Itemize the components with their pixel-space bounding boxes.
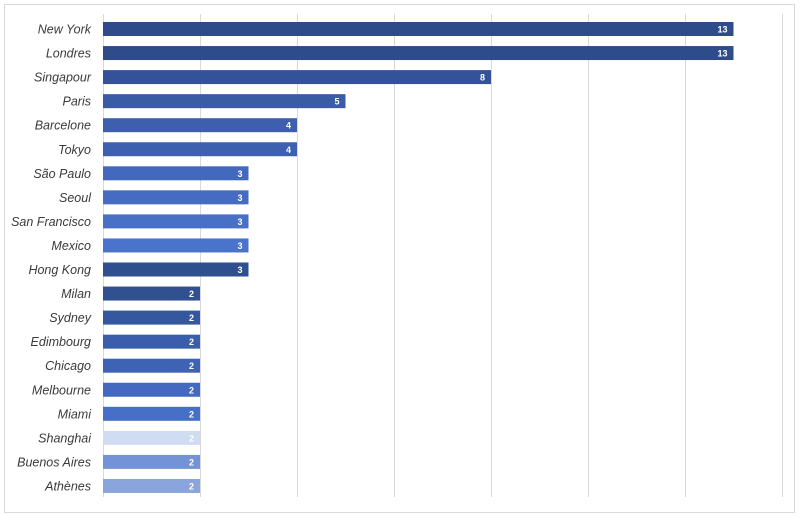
category-label-miami: Miami (58, 407, 93, 421)
bar-melbourne (103, 382, 200, 397)
value-label-barcelone: 4 (286, 121, 291, 131)
value-label-buenos-aires: 2 (189, 457, 194, 467)
category-label-s-o-paulo: São Paulo (33, 167, 91, 181)
value-label-shanghai: 2 (189, 433, 194, 443)
category-label-milan: Milan (61, 287, 91, 301)
bar-paris (103, 94, 346, 109)
bar-san-francisco (103, 214, 249, 229)
category-label-londres: Londres (46, 47, 91, 61)
category-label-edimbourg: Edimbourg (31, 335, 91, 349)
value-label-miami: 2 (189, 409, 194, 419)
bar-hong-kong (103, 262, 249, 277)
category-label-tokyo: Tokyo (58, 143, 91, 157)
value-label-singapour: 8 (480, 73, 485, 83)
bar-tokyo (103, 142, 297, 157)
value-label-new-york: 13 (717, 25, 727, 35)
value-label-hong-kong: 3 (237, 265, 242, 275)
category-label-san-francisco: San Francisco (11, 215, 91, 229)
value-labels: 13 13 8 5 4 4 3 3 3 3 3 2 2 2 2 2 2 2 2 2 (189, 25, 728, 492)
category-label-singapour: Singapour (34, 71, 92, 85)
bar-chicago (103, 358, 200, 373)
value-label-mexico: 3 (237, 241, 242, 251)
category-labels: New York Londres Singapour Paris Barcelone To… (11, 23, 92, 494)
bar-mexico (103, 238, 249, 253)
category-label-ath-nes: Athènes (44, 479, 91, 493)
bar-milan (103, 286, 200, 301)
gridlines (103, 14, 783, 497)
bar-londres (103, 46, 734, 61)
value-label-edimbourg: 2 (189, 337, 194, 347)
category-label-hong-kong: Hong Kong (28, 263, 91, 277)
bar-sydney (103, 310, 200, 325)
value-label-tokyo: 4 (286, 145, 291, 155)
bar-edimbourg (103, 334, 200, 349)
category-label-shanghai: Shanghai (38, 431, 92, 445)
category-label-mexico: Mexico (51, 239, 91, 253)
category-label-seoul: Seoul (59, 191, 92, 205)
value-label-milan: 2 (189, 289, 194, 299)
bar-ath-nes (103, 478, 200, 493)
bar-miami (103, 406, 200, 421)
value-label-sydney: 2 (189, 313, 194, 323)
value-label-chicago: 2 (189, 361, 194, 371)
bar-singapour (103, 70, 491, 85)
category-label-paris: Paris (63, 95, 91, 109)
value-label-san-francisco: 3 (237, 217, 242, 227)
category-label-chicago: Chicago (45, 359, 91, 373)
value-label-melbourne: 2 (189, 385, 194, 395)
category-label-melbourne: Melbourne (32, 383, 91, 397)
value-label-ath-nes: 2 (189, 481, 194, 491)
category-label-buenos-aires: Buenos Aires (17, 455, 91, 469)
category-label-new-york: New York (38, 23, 92, 37)
bar-seoul (103, 190, 249, 205)
value-label-s-o-paulo: 3 (237, 169, 242, 179)
bars (103, 22, 734, 493)
category-label-barcelone: Barcelone (35, 119, 91, 133)
bar-barcelone (103, 118, 297, 133)
value-label-londres: 13 (717, 49, 727, 59)
bar-new-york (103, 22, 734, 36)
value-label-seoul: 3 (237, 193, 242, 203)
bar-s-o-paulo (103, 166, 249, 181)
bar-shanghai (103, 430, 200, 445)
chart-frame (4, 4, 795, 513)
bar-buenos-aires (103, 454, 200, 469)
category-label-sydney: Sydney (49, 311, 91, 325)
value-label-paris: 5 (334, 97, 339, 107)
